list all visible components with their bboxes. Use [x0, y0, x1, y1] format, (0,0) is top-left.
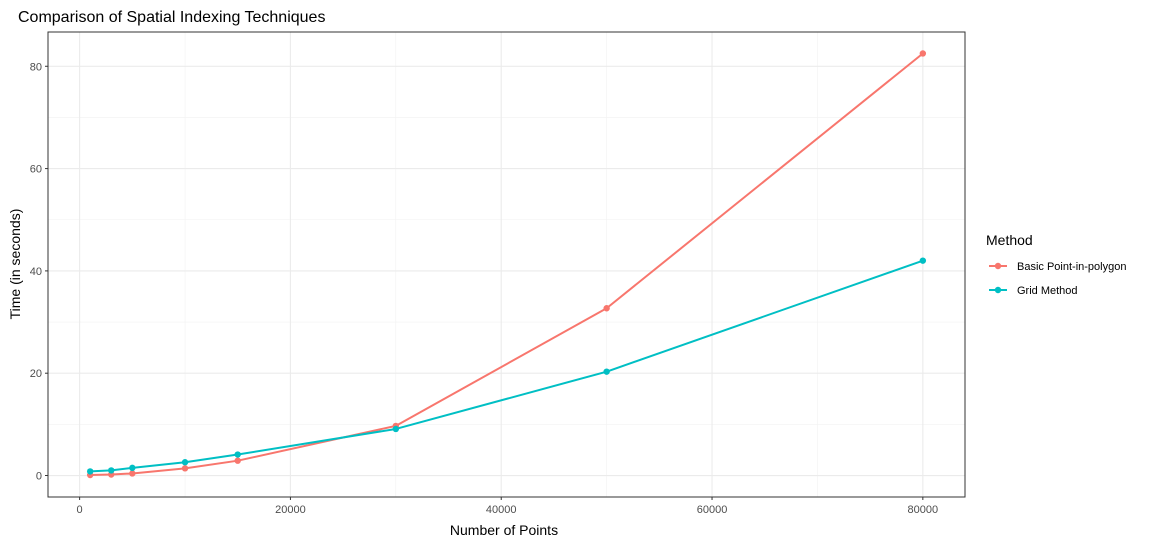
legend-title: Method — [986, 232, 1033, 248]
y-tick-label: 0 — [36, 471, 42, 483]
grid-minor — [48, 32, 965, 497]
series-line-grid-method — [90, 259, 924, 473]
y-tick-label: 20 — [30, 368, 42, 380]
y-axis: 0 20 40 60 80 — [30, 61, 48, 483]
data-point-grid-method — [234, 451, 241, 458]
data-point-basic-point-in-polygon — [129, 470, 136, 477]
plot-panel-border — [47, 31, 966, 498]
data-point-grid-method — [86, 468, 94, 475]
chart-title: Comparison of Spatial Indexing Technique… — [18, 9, 325, 26]
x-tick-label: 0 — [77, 504, 83, 516]
legend-label-grid-method: Grid Method — [1017, 285, 1078, 297]
series-layer — [86, 50, 927, 479]
y-tick-label: 80 — [30, 61, 42, 73]
data-point-grid-method — [108, 467, 115, 474]
y-tick-label: 40 — [30, 266, 42, 278]
data-point-basic-point-in-polygon — [919, 50, 927, 57]
data-point-grid-method — [392, 425, 400, 433]
x-axis: 0 20000 40000 60000 80000 — [77, 497, 939, 516]
series-line-basic-point-in-polygon — [90, 52, 924, 476]
data-point-grid-method — [919, 257, 927, 264]
data-point-grid-method — [129, 464, 136, 472]
grid-major — [48, 32, 965, 497]
data-point-grid-method — [603, 368, 610, 375]
data-point-basic-point-in-polygon — [603, 305, 610, 312]
y-axis-title: Time (in seconds) — [7, 209, 23, 320]
x-tick-label: 20000 — [275, 504, 306, 516]
y-tick-label: 60 — [30, 164, 42, 176]
data-point-basic-point-in-polygon — [234, 457, 241, 464]
x-tick-label: 40000 — [486, 504, 517, 516]
legend-key-point-basic-point-in-polygon — [994, 262, 1002, 270]
data-point-grid-method — [181, 459, 189, 466]
x-axis-title: Number of Points — [450, 522, 558, 538]
x-tick-label: 80000 — [908, 504, 939, 516]
data-point-basic-point-in-polygon — [181, 465, 189, 472]
legend: Method Basic Point-in-polygon Grid Method — [986, 232, 1126, 297]
legend-key-point-grid-method — [994, 286, 1002, 294]
x-tick-label: 60000 — [697, 504, 728, 516]
legend-label-basic-point-in-polygon: Basic Point-in-polygon — [1017, 261, 1126, 273]
